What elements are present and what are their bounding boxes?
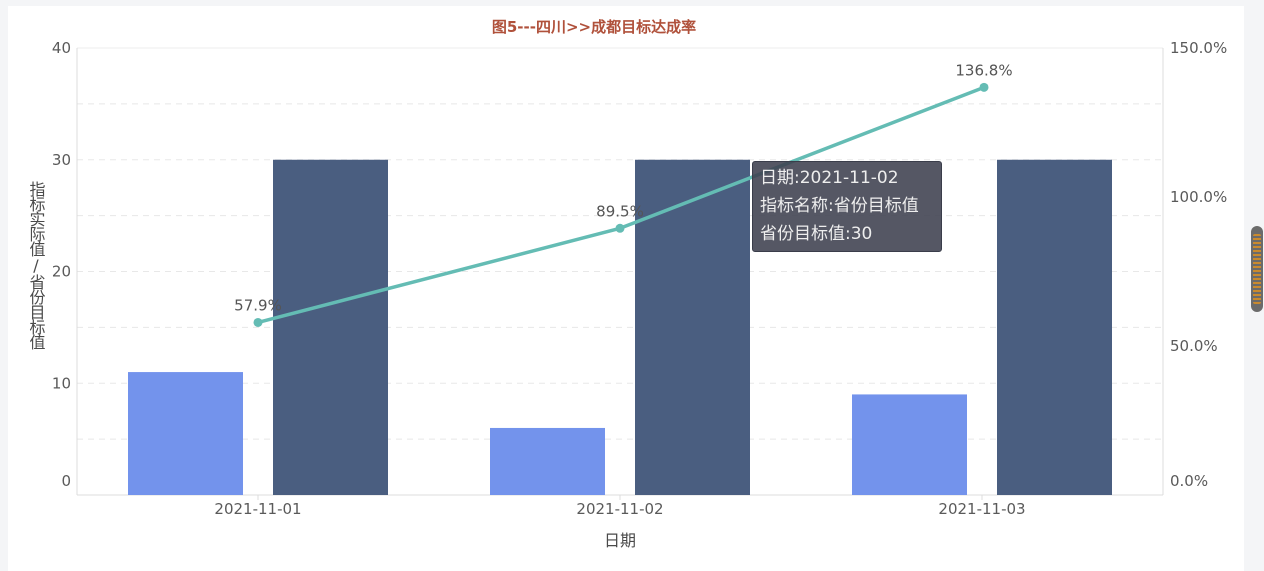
- y-tick-label: 30: [52, 151, 71, 169]
- y2-tick-label: 100.0%: [1170, 188, 1227, 206]
- bar-target: [273, 159, 388, 495]
- line-data-label: 57.9%: [234, 296, 282, 314]
- y2-tick-label: 0.0%: [1170, 472, 1208, 490]
- tooltip-date: 日期:2021-11-02: [760, 168, 899, 188]
- line-point: [979, 82, 989, 92]
- y-tick-label: 40: [52, 39, 71, 57]
- line-data-label: 89.5%: [596, 202, 644, 220]
- y2-tick-label: 150.0%: [1170, 39, 1227, 57]
- tooltip-metric-value: 省份目标值:30: [760, 224, 873, 244]
- bar-actual: [128, 372, 243, 495]
- y-axis-title: 指标实际值/省份目标值: [27, 181, 46, 350]
- line-point: [615, 223, 625, 233]
- bar-target: [997, 159, 1112, 495]
- y-tick-label: 0: [61, 472, 71, 490]
- x-tick-label: 2021-11-02: [576, 500, 663, 518]
- tooltip-metric-name: 指标名称:省份目标值: [760, 196, 919, 216]
- chart: 图5---四川>>成都目标达成率 0 10 20 30 40 0.0% 50.0% 100.0%…: [27, 18, 1228, 550]
- y-tick-label: 10: [52, 374, 71, 392]
- chart-title: 图5---四川>>成都目标达成率: [492, 18, 696, 36]
- bar-actual: [852, 394, 967, 495]
- x-tick-label: 2021-11-03: [938, 500, 1025, 518]
- chart-tooltip: 日期:2021-11-02 指标名称:省份目标值 省份目标值:30: [752, 161, 942, 252]
- line-data-label: 136.8%: [955, 61, 1012, 79]
- chart-card: 图5---四川>>成都目标达成率 0 10 20 30 40 0.0% 50.0% 100.0%…: [8, 6, 1244, 571]
- scroll-handle[interactable]: [1251, 226, 1263, 312]
- x-axis-title: 日期: [604, 531, 636, 550]
- line-point: [253, 317, 263, 327]
- bar-actual: [490, 427, 605, 495]
- bar-target: [635, 159, 750, 495]
- y2-tick-label: 50.0%: [1170, 337, 1218, 355]
- y-tick-label: 20: [52, 263, 71, 281]
- x-tick-label: 2021-11-01: [214, 500, 301, 518]
